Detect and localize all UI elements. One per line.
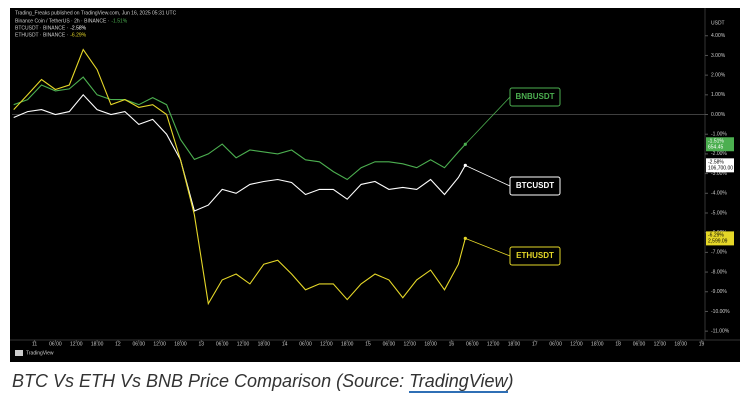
x-tick-label: 12:00 (237, 341, 250, 347)
x-tick-label: 18:00 (424, 341, 437, 347)
caption-text: BTC Vs ETH Vs BNB Price Comparison (Sour… (12, 371, 410, 391)
x-tick-label: 18:00 (674, 341, 687, 347)
y-tick-label: 0.00% (711, 112, 726, 118)
x-tick-label: 18:00 (91, 341, 104, 347)
chart-background (10, 8, 740, 362)
x-tick-label: 16 (449, 341, 455, 347)
caption-link[interactable]: TradingView (409, 371, 508, 393)
x-tick-label: 12:00 (320, 341, 333, 347)
y-tick-label: -5.00% (711, 210, 727, 216)
x-tick-label: 06:00 (466, 341, 479, 347)
y-tick-label: 4.00% (711, 33, 726, 39)
x-tick-label: 11 (32, 341, 37, 347)
series-name: BTCUSDT (516, 181, 554, 190)
y-tick-label: 1.00% (711, 92, 726, 98)
y-tick-label: -8.00% (711, 269, 727, 275)
x-tick-label: 06:00 (49, 341, 62, 347)
x-tick-label: 06:00 (633, 341, 646, 347)
x-tick-label: 06:00 (216, 341, 229, 347)
y-tick-label: 3.00% (711, 53, 726, 59)
brand: TradingView (26, 350, 54, 356)
legend-change: -6.29% (70, 32, 86, 38)
y-tick-label: -1.00% (711, 132, 727, 138)
x-tick-label: 06:00 (299, 341, 312, 347)
badge-change: -2.58% (708, 160, 724, 166)
caption-end: ) (507, 371, 514, 391)
x-tick-label: 06:00 (383, 341, 396, 347)
x-tick-label: 06:00 (549, 341, 562, 347)
x-tick-label: 13 (199, 341, 205, 347)
name-box (509, 87, 561, 107)
name-box (509, 246, 561, 266)
x-tick-label: 06:00 (133, 341, 146, 347)
badge-price: 106,700.00 (708, 166, 733, 172)
y-tick-label: 2.00% (711, 72, 726, 78)
series-line (13, 76, 466, 181)
x-tick-label: 15 (365, 341, 371, 347)
x-tick-label: 12:00 (70, 341, 83, 347)
y-tick-label: -7.00% (711, 250, 727, 256)
leader-line (465, 96, 511, 145)
x-tick-label: 18:00 (591, 341, 604, 347)
x-tick-label: 18:00 (174, 341, 187, 347)
price-badge (706, 231, 734, 246)
x-tick-label: 12:00 (487, 341, 500, 347)
x-tick-label: 12 (115, 341, 121, 347)
x-tick-label: 18:00 (508, 341, 521, 347)
x-tick-label: 12:00 (153, 341, 166, 347)
leader-line (465, 164, 511, 187)
legend-label: BTCUSDT · BINANCE · (15, 25, 69, 31)
series-line (13, 93, 466, 212)
x-tick-label: 18:00 (258, 341, 271, 347)
chart: Trading_Freaks published on TradingView.… (10, 8, 740, 362)
y-tick-label: -11.00% (711, 328, 730, 334)
series-name: ETHUSDT (516, 251, 554, 260)
brand-logo (15, 350, 23, 356)
y-tick-label: -4.00% (711, 191, 727, 197)
series-line (13, 48, 466, 306)
x-tick-label: 12:00 (570, 341, 583, 347)
x-tick-label: 12:00 (403, 341, 416, 347)
x-tick-label: 12:00 (654, 341, 667, 347)
badge-change: -6.29% (708, 233, 724, 239)
caption: BTC Vs ETH Vs BNB Price Comparison (Sour… (12, 371, 514, 393)
badge-change: -1.51% (708, 139, 724, 145)
legend-change: -2.58% (70, 25, 86, 31)
x-tick-label: 18 (615, 341, 621, 347)
y-tick-label: -2.00% (711, 151, 727, 157)
currency-label: USDT (711, 20, 725, 26)
price-badge (706, 158, 734, 173)
y-tick-label: -10.00% (711, 309, 730, 315)
y-tick-label: -3.00% (711, 171, 727, 177)
badge-price: 654.45 (708, 145, 724, 151)
y-tick-label: -9.00% (711, 289, 727, 295)
chart-title: Trading_Freaks published on TradingView.… (15, 10, 177, 16)
x-tick-label: 18:00 (341, 341, 354, 347)
x-tick-label: 14 (282, 341, 288, 347)
series-name: BNBUSDT (515, 92, 554, 101)
leader-line (465, 238, 511, 257)
name-box (509, 176, 561, 196)
price-badge (706, 137, 734, 152)
x-tick-label: 17 (532, 341, 538, 347)
legend-label: Binance Coin / TetherUS · 2h · BINANCE · (15, 18, 110, 24)
badge-price: 2,599.09 (708, 239, 728, 245)
legend-label: ETHUSDT · BINANCE · (15, 32, 69, 38)
x-tick-label: 19 (699, 341, 705, 347)
legend-change: -1.51% (111, 18, 127, 24)
